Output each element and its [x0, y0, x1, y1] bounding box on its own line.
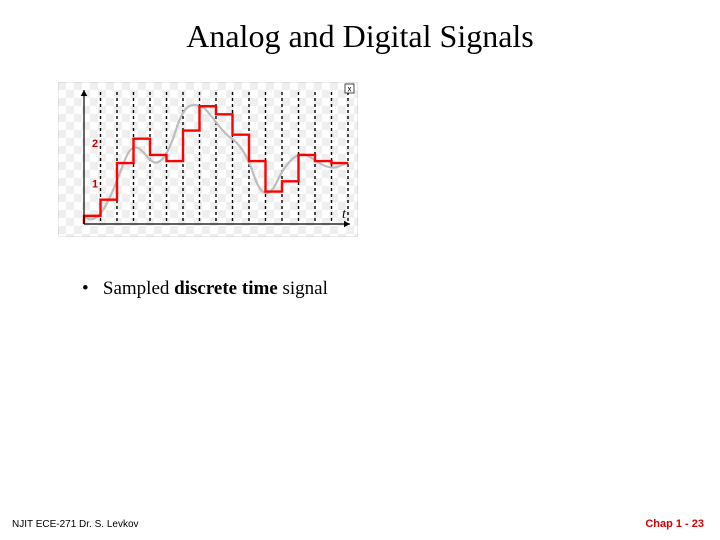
- close-icon: x: [348, 85, 352, 94]
- signal-chart: 12tx: [58, 82, 358, 237]
- svg-text:1: 1: [92, 178, 98, 190]
- footer-left: NJIT ECE-271 Dr. S. Levkov: [12, 519, 139, 530]
- footer-right: Chap 1 - 23: [645, 518, 704, 530]
- bullet-prefix: Sampled: [103, 278, 174, 299]
- bullet-caption: • Sampled discrete time signal: [82, 278, 328, 300]
- bullet-marker: •: [82, 278, 89, 299]
- page-title: Analog and Digital Signals: [0, 18, 720, 55]
- signal-chart-svg: 12tx: [58, 82, 358, 237]
- bullet-suffix: signal: [278, 278, 328, 299]
- bullet-bold: discrete time: [174, 278, 278, 299]
- svg-text:2: 2: [92, 138, 98, 150]
